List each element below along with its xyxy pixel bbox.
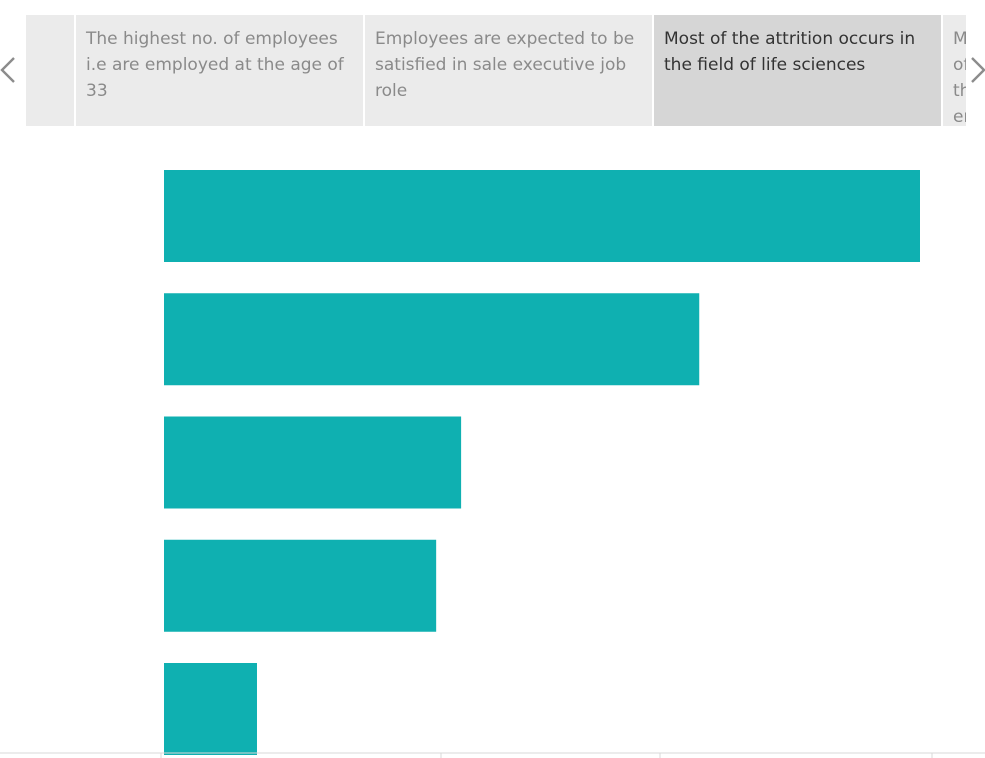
bar-chart-svg [0,170,985,758]
story-point-3-caption: Most of the attrition occurs in the fiel… [664,29,916,75]
story-point-4[interactable]: Most of the employees who left the organ… [943,15,966,126]
story-point-divider [363,15,365,126]
bar-1[interactable] [164,293,700,386]
story-navigator: The highest no. of employees i.e are emp… [26,15,966,126]
story-point-divider [652,15,654,126]
bar-0[interactable] [164,170,920,262]
previous-story-point-button[interactable] [0,52,20,88]
next-story-point-button[interactable] [966,52,985,88]
story-point-2-caption: Employees are expected to be satisfied i… [375,29,635,101]
story-point-2[interactable]: Employees are expected to be satisfied i… [365,15,652,126]
bar-3[interactable] [164,539,437,632]
chevron-left-icon [0,57,15,83]
story-point-1-caption: The highest no. of employees i.e are emp… [86,29,344,101]
attrition-bar-chart [0,140,985,758]
bar-2[interactable] [164,416,462,509]
story-point-4-caption: Most of the employees who left the organ… [953,29,966,126]
chevron-right-icon [971,57,985,83]
story-point-divider [941,15,943,126]
story-point-0[interactable] [26,15,74,126]
story-point-3[interactable]: Most of the attrition occurs in the fiel… [654,15,941,126]
story-point-divider [74,15,76,126]
story-point-1[interactable]: The highest no. of employees i.e are emp… [76,15,363,126]
bar-4[interactable] [164,663,257,755]
